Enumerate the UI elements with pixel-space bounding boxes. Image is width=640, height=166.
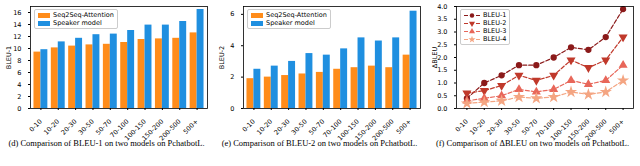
svg-text:14: 14 [13,21,21,29]
svg-text:0-10: 0-10 [453,117,470,134]
svg-text:100-150: 100-150 [336,117,361,143]
svg-text:10: 10 [13,45,21,53]
svg-text:2: 2 [17,93,21,101]
svg-text:70-100: 70-100 [321,117,344,140]
svg-text:20-30: 20-30 [272,118,291,137]
svg-text:50-70: 50-70 [307,117,327,137]
html-text:Seq2Seq-Attention: Seq2Seq-Attention [53,11,114,19]
svg-text:0.0: 0.0 [437,105,447,113]
svg-text:2: 2 [230,73,234,81]
svg-text:BLEU-1: BLEU-1 [5,46,13,69]
svg-text:10-20: 10-20 [42,118,61,137]
svg-text:200-500: 200-500 [157,117,183,143]
svg-text:2.0: 2.0 [437,53,448,62]
html-text:(f) Comparison of ΔBLEU on two: (f) Comparison of ΔBLEU on two models on… [435,138,630,148]
svg-text:150-200: 150-200 [140,117,166,143]
html-text:Speaker model: Speaker model [53,19,102,27]
html-text:BLEU-2: BLEU-2 [483,19,507,27]
svg-text:BLEU-2: BLEU-2 [218,46,226,69]
svg-text:0: 0 [17,105,21,113]
svg-text:30-50: 30-50 [290,118,309,137]
html-text:BLEU-4: BLEU-4 [483,35,507,43]
svg-text:70-100: 70-100 [108,117,131,140]
html-text:BLEU-3: BLEU-3 [483,27,507,35]
html-text:(d) Comparison of BLEU-1 on tw: (d) Comparison of BLEU-1 on two models o… [8,138,205,148]
svg-text:1.0: 1.0 [437,79,447,87]
svg-text:500+: 500+ [395,118,413,136]
svg-text:0.5: 0.5 [437,92,447,100]
svg-text:3.0: 3.0 [437,28,447,36]
svg-text:30-50: 30-50 [503,118,522,137]
svg-text:4.0: 4.0 [437,3,447,11]
svg-text:3.5: 3.5 [437,15,447,23]
svg-text:20-30: 20-30 [485,118,504,137]
svg-text:200-500: 200-500 [370,117,396,143]
svg-text:4: 4 [17,81,21,89]
html-text:(e) Comparison of BLEU-2 on tw: (e) Comparison of BLEU-2 on two models o… [221,138,418,148]
svg-text:0-10: 0-10 [27,117,44,134]
svg-text:6: 6 [17,69,21,77]
svg-text:30-50: 30-50 [77,118,96,137]
svg-text:8: 8 [17,57,21,65]
svg-text:500+: 500+ [608,118,626,136]
html-text:BLEU-1: BLEU-1 [483,11,507,19]
svg-text:150-200: 150-200 [566,117,592,143]
svg-text:50-70: 50-70 [94,117,114,137]
html-text:Seq2Seq-Attention: Seq2Seq-Attention [266,11,327,19]
svg-text:12: 12 [13,33,21,41]
svg-text:100-150: 100-150 [549,117,574,143]
svg-text:6: 6 [230,10,234,18]
svg-text:4: 4 [230,42,234,50]
svg-text:50-70: 50-70 [520,117,540,137]
svg-text:70-100: 70-100 [534,117,557,140]
svg-text:200-500: 200-500 [583,117,609,143]
svg-text:0: 0 [230,105,234,113]
svg-text:10-20: 10-20 [468,118,487,137]
svg-text:0-10: 0-10 [240,117,257,134]
svg-text:16: 16 [13,9,21,17]
svg-text:1.5: 1.5 [437,66,448,75]
svg-text:ΔBLEU: ΔBLEU [431,47,439,69]
svg-text:10-20: 10-20 [255,118,274,137]
html-text:Speaker model: Speaker model [266,19,315,27]
svg-text:150-200: 150-200 [353,117,379,143]
svg-text:100-150: 100-150 [123,117,148,143]
svg-text:2.5: 2.5 [437,40,448,49]
svg-text:500+: 500+ [182,118,200,136]
svg-text:20-30: 20-30 [59,118,78,137]
